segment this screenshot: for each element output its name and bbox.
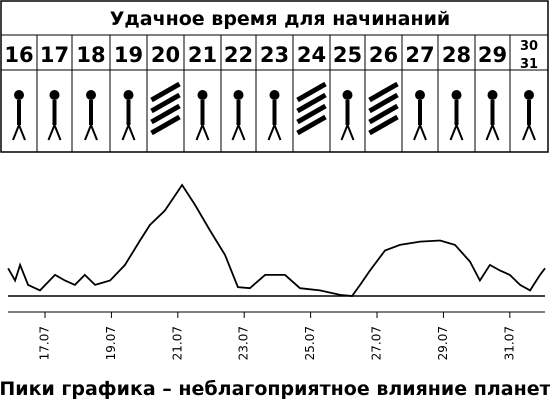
figure-leg xyxy=(195,124,204,141)
x-tick-label: 21.07 xyxy=(170,326,184,360)
figure-head xyxy=(197,90,208,100)
figure-leg xyxy=(47,124,56,141)
figure-leg xyxy=(84,124,92,141)
stripe-icon xyxy=(296,103,327,125)
figure-leg xyxy=(413,124,421,141)
figure-leg xyxy=(201,124,210,141)
stripe-icon xyxy=(368,103,399,125)
day-number: 16 xyxy=(4,43,33,67)
stripe-icon xyxy=(296,81,327,103)
figure-head xyxy=(451,90,462,100)
x-tick-label: 25.07 xyxy=(303,326,317,360)
figure-leg xyxy=(53,124,62,141)
figure-leg xyxy=(346,124,355,141)
stripe-icon xyxy=(150,114,181,136)
day-number: 19 xyxy=(114,43,143,67)
figure-leg xyxy=(449,124,458,141)
day-number: 25 xyxy=(333,43,362,67)
figure-leg xyxy=(18,124,26,141)
day-number: 30 xyxy=(520,39,538,54)
figure-leg xyxy=(231,124,240,141)
table-title: Удачное время для начинаний xyxy=(110,8,450,30)
x-tick-label: 27.07 xyxy=(370,326,384,360)
stripe-icon xyxy=(368,92,399,114)
day-number: 26 xyxy=(369,43,398,67)
caption: Пики графика – неблагоприятное влияние п… xyxy=(0,378,550,400)
stripe-icon xyxy=(368,114,399,136)
figure-head xyxy=(487,90,498,100)
stripe-icon xyxy=(150,92,181,114)
day-number: 21 xyxy=(188,43,217,67)
stripe-icon xyxy=(150,103,181,125)
figure-leg xyxy=(12,124,20,141)
x-tick-label: 31.07 xyxy=(502,326,516,360)
day-number: 20 xyxy=(151,43,180,67)
x-tick-label: 29.07 xyxy=(436,326,450,360)
day-number: 22 xyxy=(224,43,253,67)
figure-head xyxy=(415,90,425,100)
figure-head xyxy=(14,90,24,100)
day-number: 27 xyxy=(405,43,434,67)
figure-leg xyxy=(485,124,494,141)
figure-leg xyxy=(455,124,464,141)
figure-leg xyxy=(237,124,246,141)
x-tick-label: 17.07 xyxy=(38,326,52,360)
stripe-icon xyxy=(296,114,327,136)
figure-head xyxy=(342,90,353,100)
figure-leg xyxy=(90,124,98,141)
stripe-icon xyxy=(296,92,327,114)
stripe-icon xyxy=(150,81,181,103)
figure-head xyxy=(49,90,60,100)
day-number: 28 xyxy=(442,43,471,67)
figure-leg xyxy=(267,124,276,141)
figure-head xyxy=(233,90,244,100)
table-frame xyxy=(0,0,549,153)
figure-head xyxy=(269,90,280,100)
line xyxy=(7,183,546,297)
day-number: 17 xyxy=(40,43,69,67)
day-number: 31 xyxy=(520,57,538,72)
day-number: 29 xyxy=(478,43,507,67)
day-number: 18 xyxy=(76,43,105,67)
figure-leg xyxy=(273,124,282,141)
x-tick-label: 19.07 xyxy=(104,326,118,360)
x-tick-label: 23.07 xyxy=(237,326,251,360)
figure-leg xyxy=(528,124,536,141)
figure-leg xyxy=(121,124,130,141)
day-number: 24 xyxy=(297,43,326,67)
stripe-icon xyxy=(368,81,399,103)
figure-leg xyxy=(491,124,500,141)
figure-leg xyxy=(127,124,136,141)
figure-head xyxy=(123,90,134,100)
figure-leg xyxy=(522,124,530,141)
figure-leg xyxy=(340,124,349,141)
figure-leg xyxy=(419,124,427,141)
figure-head xyxy=(524,90,534,100)
day-number: 23 xyxy=(260,43,289,67)
figure-head xyxy=(86,90,96,100)
